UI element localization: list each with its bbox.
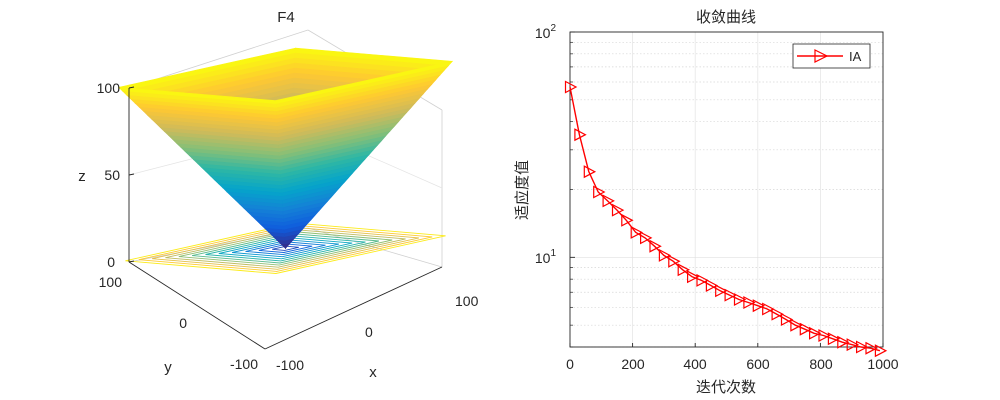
series-marker — [743, 296, 756, 309]
surface-mesh — [117, 47, 454, 250]
series-ia — [564, 80, 888, 358]
x-axis-label: 迭代次数 — [696, 378, 756, 396]
contour-line — [205, 235, 366, 262]
series-marker — [771, 307, 784, 321]
z-tick-label-0: 0 — [107, 254, 115, 270]
x-axis-edge — [264, 266, 443, 350]
y-tick-label-100: 100 — [99, 274, 123, 290]
x-tick-800: 800 — [809, 356, 833, 372]
series-marker — [621, 213, 634, 227]
surface-face-front-y — [275, 60, 454, 250]
series-marker — [602, 194, 615, 208]
plot-ticks — [569, 31, 884, 348]
contour-line — [152, 226, 419, 270]
series-marker — [658, 248, 672, 262]
y-tick-label-neg100: -100 — [230, 356, 258, 372]
series-marker — [865, 341, 878, 355]
series-marker — [640, 231, 653, 245]
series-marker — [649, 239, 662, 253]
series-marker — [752, 299, 766, 313]
plot-grid — [570, 32, 883, 348]
x-tick-label-0: 0 — [365, 324, 373, 340]
x-tick-label-100: 100 — [455, 293, 479, 309]
series-marker — [780, 313, 794, 326]
legend: IA — [792, 43, 871, 69]
right-chart-title: 收敛曲线 — [696, 8, 756, 26]
series-marker — [856, 340, 869, 354]
contour-line — [232, 239, 339, 258]
svg-text:101: 101 — [535, 248, 557, 266]
series-marker — [564, 80, 578, 94]
series-marker — [874, 344, 888, 358]
contour-line — [258, 243, 313, 253]
series-marker — [762, 302, 775, 316]
left-chart-title: F4 — [277, 9, 295, 26]
z-ticks — [128, 86, 135, 263]
x-tick-200: 200 — [621, 356, 645, 372]
contour-line — [138, 224, 433, 272]
z-tick-mark-100 — [128, 86, 135, 89]
series-marker — [668, 254, 681, 268]
series-marker — [583, 165, 597, 179]
series-marker — [799, 322, 813, 336]
series-marker — [687, 270, 700, 284]
series-marker — [705, 279, 719, 292]
series-marker — [593, 185, 606, 199]
contour-line — [178, 231, 393, 266]
surface-strip — [284, 243, 291, 250]
y-axis-edge — [128, 261, 266, 350]
series-marker — [809, 326, 822, 340]
legend-marker-triangle-right — [814, 49, 829, 63]
series-marker — [724, 288, 737, 302]
legend-label-ia: IA — [849, 49, 862, 64]
surface-strip — [280, 243, 286, 250]
contour-line — [165, 228, 406, 268]
surface-panel: 0 50 100 z 100 0 -100 y -100 0 100 x F4 — [78, 9, 478, 381]
y-axis-label: 适应度值 — [513, 160, 531, 220]
series-marker — [611, 203, 625, 217]
series-marker — [827, 332, 841, 346]
x-tick-0: 0 — [566, 356, 574, 372]
z-tick-mark-50 — [128, 173, 135, 176]
z-tick-label-50: 50 — [104, 167, 120, 183]
z-tick-mark-0 — [128, 260, 135, 263]
x-tick-1000: 1000 — [867, 356, 898, 372]
series-marker — [677, 263, 690, 277]
contour-lines — [125, 222, 446, 274]
series-marker — [846, 338, 859, 352]
series-marker — [837, 335, 850, 349]
series-marker — [696, 273, 709, 287]
y-axis-label: y — [164, 359, 172, 376]
x-axis-label: x — [369, 364, 377, 381]
plot-area — [570, 32, 883, 347]
series-marker — [630, 225, 643, 239]
y-tick-label-10e2: 102 — [535, 23, 557, 41]
series-marker — [790, 318, 803, 332]
series-marker — [715, 284, 728, 298]
contour-line — [272, 245, 299, 251]
series-marker — [818, 329, 831, 342]
y-tick-label-0: 0 — [179, 315, 187, 331]
surface-face-back-x — [117, 86, 286, 250]
x-tick-label-neg100: -100 — [276, 357, 304, 373]
z-tick-label-100: 100 — [97, 80, 121, 96]
contour-line — [218, 237, 353, 260]
svg-text:102: 102 — [535, 23, 557, 41]
y-tick-label-10e1: 101 — [535, 248, 557, 266]
contour-line — [125, 222, 446, 274]
series-marker — [574, 128, 587, 142]
x-tick-400: 400 — [683, 356, 707, 372]
contour-line — [192, 233, 379, 264]
contour-line — [245, 241, 326, 256]
convergence-panel: 0 200 400 600 800 1000 101 102 适应度值 迭代次数… — [513, 8, 899, 396]
x-tick-600: 600 — [746, 356, 770, 372]
series-marker — [733, 293, 747, 306]
z-axis-label: z — [78, 168, 86, 185]
